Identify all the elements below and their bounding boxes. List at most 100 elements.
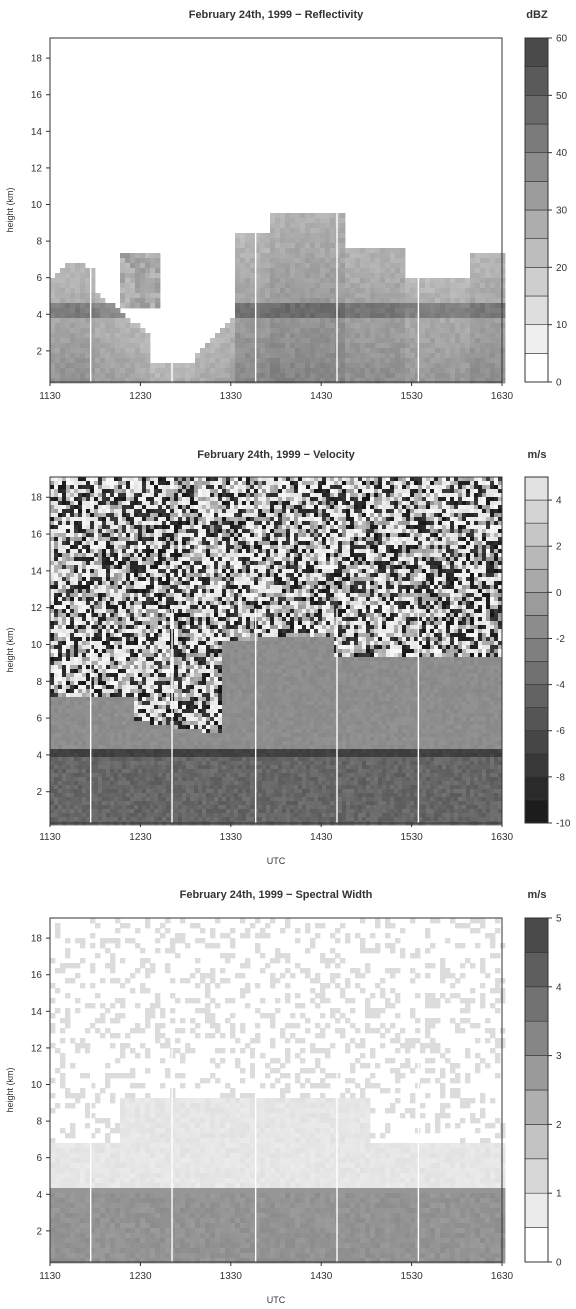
heatmap-cell: [375, 313, 381, 319]
heatmap-cell: [98, 809, 103, 814]
heatmap-cell: [290, 358, 296, 364]
heatmap-cell: [315, 328, 321, 334]
heatmap-cell: [118, 481, 123, 486]
heatmap-cell: [395, 363, 401, 369]
heatmap-cell: [86, 629, 91, 634]
heatmap-cell: [310, 308, 316, 314]
heatmap-cell: [245, 263, 251, 269]
heatmap-cell: [130, 657, 135, 662]
heatmap-cell: [150, 553, 155, 558]
heatmap-cell: [350, 263, 356, 269]
heatmap-cell: [78, 625, 83, 630]
heatmap-cell: [200, 373, 206, 379]
heatmap-cell: [135, 373, 141, 379]
heatmap-cell: [485, 283, 491, 289]
heatmap-cell: [250, 338, 256, 344]
heatmap-cell: [94, 537, 99, 542]
heatmap-cell: [285, 213, 291, 219]
heatmap-cell: [82, 581, 87, 586]
heatmap-cell: [130, 288, 136, 294]
heatmap-cell: [82, 689, 87, 694]
heatmap-cell: [170, 601, 175, 606]
heatmap-cell: [62, 773, 67, 778]
heatmap-cell: [65, 358, 71, 364]
heatmap-cell: [154, 521, 159, 526]
heatmap-cell: [174, 553, 179, 558]
heatmap-cell: [90, 545, 95, 550]
heatmap-cell: [240, 253, 246, 259]
heatmap-cell: [126, 581, 131, 586]
heatmap-cell: [114, 693, 119, 698]
heatmap-cell: [50, 561, 55, 566]
heatmap-cell: [440, 288, 446, 294]
heatmap-cell: [345, 328, 351, 334]
heatmap-cell: [255, 313, 261, 319]
heatmap-cell: [295, 293, 301, 299]
heatmap-cell: [122, 677, 127, 682]
heatmap-cell: [315, 363, 321, 369]
heatmap-cell: [60, 343, 66, 349]
heatmap-cell: [305, 343, 311, 349]
heatmap-cell: [98, 681, 103, 686]
heatmap-cell: [110, 348, 116, 354]
heatmap-cell: [86, 573, 91, 578]
heatmap-cell: [158, 553, 163, 558]
heatmap-cell: [82, 561, 87, 566]
heatmap-cell: [106, 693, 111, 698]
heatmap-cell: [270, 278, 276, 284]
heatmap-cell: [162, 529, 167, 534]
heatmap-cell: [145, 373, 151, 379]
heatmap-cell: [106, 653, 111, 658]
heatmap-cell: [255, 328, 261, 334]
heatmap-cell: [126, 613, 131, 618]
heatmap-cell: [106, 785, 111, 790]
heatmap-cell: [320, 298, 326, 304]
heatmap-cell: [305, 328, 311, 334]
heatmap-cell: [310, 333, 316, 339]
heatmap-cell: [174, 637, 179, 642]
heatmap-cell: [245, 268, 251, 274]
heatmap-cell: [162, 581, 167, 586]
heatmap-cell: [162, 497, 167, 502]
heatmap-cell: [122, 505, 127, 510]
heatmap-cell: [450, 343, 456, 349]
heatmap-cell: [102, 533, 107, 538]
heatmap-cell: [134, 681, 139, 686]
heatmap-cell: [90, 773, 95, 778]
heatmap-cell: [255, 353, 261, 359]
heatmap-cell: [330, 378, 336, 384]
heatmap-cell: [66, 785, 71, 790]
heatmap-cell: [430, 288, 436, 294]
heatmap-cell: [50, 785, 55, 790]
heatmap-cell: [66, 569, 71, 574]
heatmap-cell: [260, 263, 266, 269]
heatmap-cell: [174, 793, 179, 798]
heatmap-cell: [230, 318, 236, 324]
heatmap-cell: [154, 569, 159, 574]
heatmap-cell: [360, 343, 366, 349]
heatmap-cell: [158, 621, 163, 626]
heatmap-cell: [174, 677, 179, 682]
heatmap-cell: [146, 685, 151, 690]
heatmap-cell: [150, 657, 155, 662]
heatmap-cell: [54, 769, 59, 774]
heatmap-cell: [475, 313, 481, 319]
heatmap-cell: [130, 348, 136, 354]
heatmap-cell: [425, 308, 431, 314]
heatmap-cell: [158, 665, 163, 670]
heatmap-cell: [66, 545, 71, 550]
heatmap-cell: [102, 541, 107, 546]
heatmap-cell: [178, 477, 183, 482]
heatmap-cell: [235, 323, 241, 329]
heatmap-cell: [154, 649, 159, 654]
heatmap-cell: [154, 589, 159, 594]
heatmap-cell: [158, 777, 163, 782]
heatmap-cell: [265, 363, 271, 369]
heatmap-cell: [395, 318, 401, 324]
heatmap-cell: [300, 233, 306, 239]
heatmap-cell: [50, 605, 55, 610]
heatmap-cell: [54, 549, 59, 554]
heatmap-cell: [135, 358, 141, 364]
heatmap-cell: [162, 773, 167, 778]
heatmap-cell: [495, 293, 501, 299]
